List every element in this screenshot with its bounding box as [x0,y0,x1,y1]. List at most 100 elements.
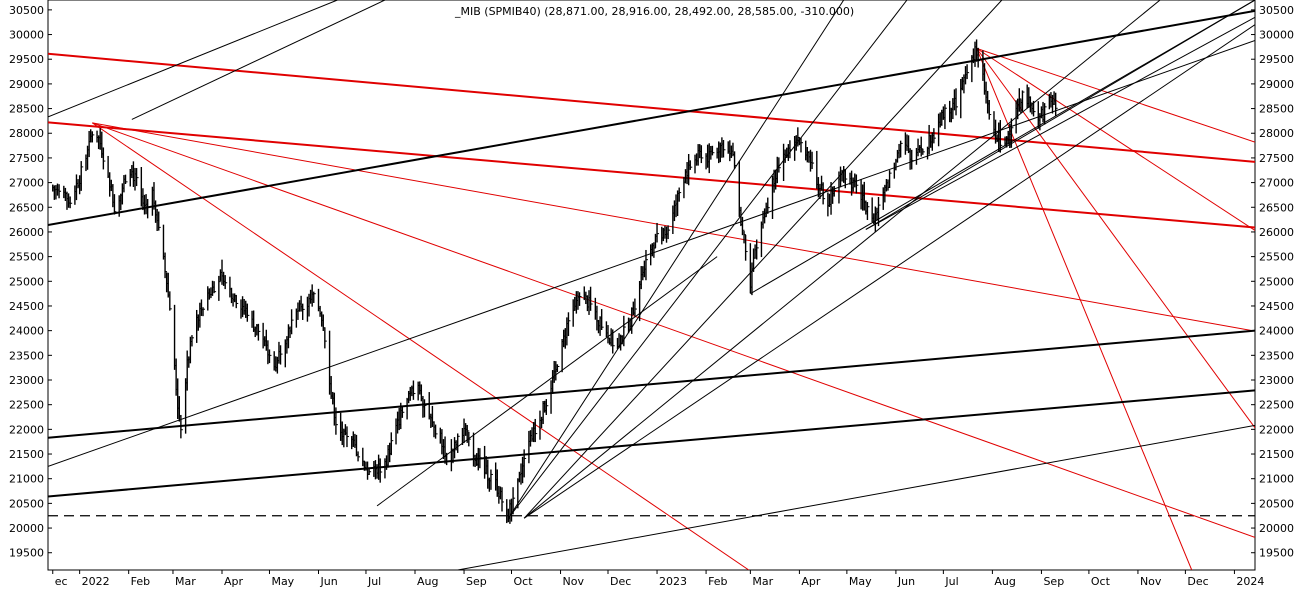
trendline-black [131,0,386,120]
trendline-black [48,9,1255,227]
y-tick-label-right: 24000 [1259,325,1294,338]
x-tick-label: 2024 [1236,575,1264,588]
y-tick-label-right: 28000 [1259,127,1294,140]
y-tick-label-left: 22000 [9,423,44,436]
y-tick-label-left: 26000 [9,226,44,239]
y-tick-label-right: 22500 [1259,399,1294,412]
trendline-red [48,121,1255,229]
y-tick-label-right: 30500 [1259,4,1294,17]
y-tick-label-right: 29500 [1259,53,1294,66]
y-tick-label-right: 22000 [1259,423,1294,436]
x-tick-label: 2022 [82,575,110,588]
trendlines [48,0,1255,570]
x-tick-label: ec [55,575,68,588]
y-tick-label-left: 24500 [9,300,44,313]
x-tick-label: Aug [994,575,1015,588]
x-tick-label: Apr [801,575,821,588]
trendline-black [865,0,1255,230]
trendline-black [48,0,338,118]
x-tick-label: Feb [131,575,150,588]
trendline-black [48,39,1255,467]
y-tick-label-right: 23500 [1259,349,1294,362]
x-tick-label: Sep [1043,575,1064,588]
y-tick-label-right: 26500 [1259,201,1294,214]
x-tick-label: Nov [1140,575,1162,588]
x-tick-label: Sep [466,575,487,588]
chart-title: _MIB (SPMIB40) (28,871.00, 28,916.00, 28… [454,5,854,18]
y-tick-label-right: 19500 [1259,547,1294,560]
x-tick-label: Apr [224,575,244,588]
y-tick-label-left: 27000 [9,177,44,190]
trendline-black [457,424,1255,570]
x-tick-label: Mar [752,575,773,588]
x-tick-label: Oct [514,575,534,588]
x-tick-label: Jul [944,575,958,588]
y-tick-label-right: 20000 [1259,522,1294,535]
price-bars [52,39,1058,524]
x-tick-label: Aug [417,575,438,588]
y-tick-label-left: 25000 [9,275,44,288]
y-tick-label-right: 30000 [1259,29,1294,42]
x-tick-label: Jul [367,575,381,588]
trendline-black [507,0,845,519]
y-tick-label-left: 23500 [9,349,44,362]
y-tick-label-left: 26500 [9,201,44,214]
trendline-black [523,24,1255,519]
y-tick-label-right: 27000 [1259,177,1294,190]
y-tick-label-left: 23000 [9,374,44,387]
x-tick-label: 2023 [659,575,687,588]
y-tick-label-left: 25500 [9,251,44,264]
y-tick-label-left: 28500 [9,103,44,116]
x-tick-label: Dec [610,575,631,588]
x-tick-label: Dec [1187,575,1208,588]
x-tick-label: Feb [708,575,727,588]
trendline-black [48,389,1255,498]
trendline-black [507,0,908,519]
y-tick-label-left: 29500 [9,53,44,66]
y-tick-label-left: 30500 [9,4,44,17]
trendline-black [523,0,1161,519]
trendline-black [376,256,718,507]
trendline-red [976,47,1255,143]
y-tick-label-right: 20500 [1259,497,1294,510]
x-tick-label: May [271,575,294,588]
y-tick-label-left: 20000 [9,522,44,535]
y-tick-label-right: 28500 [1259,103,1294,116]
trendline-black [523,0,1003,519]
y-tick-label-right: 21500 [1259,448,1294,461]
x-tick-label: Mar [175,575,196,588]
y-tick-label-left: 30000 [9,29,44,42]
trendline-red [976,48,1193,570]
y-tick-label-right: 25500 [1259,251,1294,264]
trendline-red [48,52,1255,163]
x-tick-label: Jun [897,575,915,588]
y-tick-label-right: 29000 [1259,78,1294,91]
y-tick-label-left: 20500 [9,497,44,510]
trendline-red [976,47,1255,231]
trendline-red [92,122,1255,332]
y-tick-label-right: 26000 [1259,226,1294,239]
y-tick-label-left: 27500 [9,152,44,165]
y-tick-label-right: 27500 [1259,152,1294,165]
y-tick-label-left: 28000 [9,127,44,140]
y-tick-label-left: 22500 [9,399,44,412]
x-tick-label: May [849,575,872,588]
trendline-black [865,16,1255,230]
y-tick-label-right: 21000 [1259,473,1294,486]
y-tick-label-left: 29000 [9,78,44,91]
trendline-black [48,329,1255,439]
y-tick-label-left: 19500 [9,547,44,560]
y-tick-label-right: 23000 [1259,374,1294,387]
y-tick-label-right: 25000 [1259,275,1294,288]
y-tick-label-left: 21500 [9,448,44,461]
trendline-black [750,0,1255,295]
trendline-red [92,122,1255,538]
y-tick-label-left: 24000 [9,325,44,338]
x-tick-label: Nov [563,575,585,588]
axes: 19500 19500 20000 20000 20500 20500 21000 21000… [9,4,1294,588]
y-tick-label-right: 24500 [1259,300,1294,313]
x-tick-label: Jun [320,575,338,588]
x-tick-label: Oct [1091,575,1111,588]
